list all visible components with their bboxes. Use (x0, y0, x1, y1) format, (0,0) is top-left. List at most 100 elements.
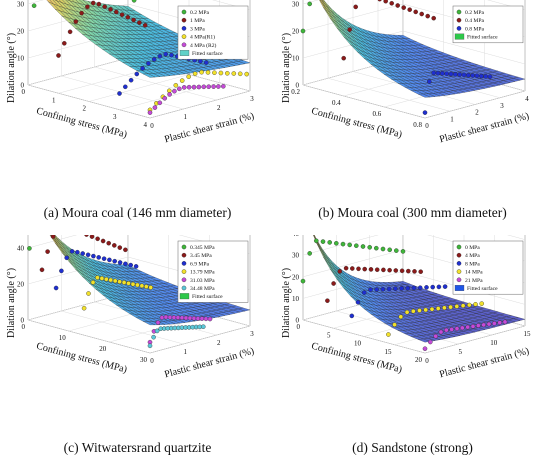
data-point (196, 84, 202, 90)
grid-line-y (61, 235, 184, 345)
x-tick-label: 10 (59, 334, 67, 342)
y-tick-label: 0 (150, 357, 154, 365)
data-point (81, 305, 87, 311)
data-point (387, 267, 392, 273)
data-point (39, 267, 45, 273)
data-point (133, 264, 139, 269)
legend-box (452, 240, 524, 295)
surface-chart-d: 0102030405005101520051015Dilation angle … (281, 235, 532, 380)
data-point (179, 78, 185, 83)
data-point (327, 240, 332, 245)
data-point (112, 243, 117, 248)
z-axis-title: Dilation angle (°) (6, 33, 17, 103)
data-point (479, 73, 484, 79)
data-point (125, 15, 131, 20)
data-point (502, 319, 508, 325)
legend-marker (181, 277, 187, 283)
data-point (433, 333, 438, 339)
series-0-2-mpa (31, 0, 137, 8)
data-point (368, 267, 374, 272)
data-point (152, 105, 158, 110)
x-tick-label: 0 (22, 323, 26, 331)
data-point (167, 315, 173, 320)
data-point (151, 334, 156, 340)
data-point (474, 73, 480, 79)
data-point (199, 69, 204, 75)
data-point (431, 70, 436, 76)
data-point (444, 327, 449, 333)
series-0-8-mpa (422, 70, 493, 115)
data-point (163, 314, 169, 320)
data-point (183, 315, 189, 321)
fitted-surface (319, 0, 526, 98)
y-tick-label: 2 (217, 339, 221, 347)
y-tick-label: 0 (425, 357, 429, 365)
data-point (401, 5, 406, 10)
data-point (212, 70, 217, 75)
data-point (206, 84, 211, 89)
x-tick-label: 0.4 (332, 99, 341, 107)
data-point (104, 276, 109, 282)
data-point (244, 71, 249, 77)
data-point (417, 308, 422, 313)
grid-line-y (94, 235, 217, 336)
data-point (387, 247, 392, 253)
series-0-4-mpa (341, 0, 436, 61)
legend-entry: 4 MPa (465, 253, 480, 259)
data-point (31, 3, 37, 8)
legend: 0.2 MPa 1 MPa 3 MPa 4 MPa(R1)4 MPa (R2)Fitt… (177, 5, 249, 60)
legend-entry: 0.4 MPa (465, 18, 484, 24)
data-point (424, 285, 429, 290)
data-point (442, 305, 447, 311)
data-point (314, 238, 319, 244)
legend-marker (181, 42, 187, 48)
data-point (383, 0, 388, 4)
surface-cell (142, 73, 156, 78)
data-point (135, 282, 140, 288)
data-point (325, 298, 330, 303)
legend-entry: 0.2 MPa (190, 10, 209, 16)
data-point (69, 249, 75, 254)
data-point (90, 280, 96, 285)
legend-marker (181, 269, 187, 274)
data-point (123, 261, 128, 267)
z-tick-label: 20 (292, 28, 300, 36)
data-point (405, 285, 411, 291)
surface-chart-c: 020406001020300123Dilation angle (°)Conf… (6, 235, 255, 380)
data-point (107, 257, 112, 263)
data-point (79, 10, 84, 16)
data-point (128, 77, 134, 83)
data-point (361, 290, 367, 295)
data-point (162, 96, 167, 101)
series-6-9-mpa (53, 249, 139, 291)
y-tick-label: 15 (524, 330, 532, 338)
data-point (172, 88, 177, 94)
data-point (84, 235, 89, 237)
data-point (398, 314, 404, 320)
data-point (353, 4, 358, 10)
legend-marker (456, 244, 462, 250)
data-point (350, 266, 355, 271)
z-tick-label: 20 (17, 281, 25, 289)
data-point (393, 268, 399, 273)
data-point (337, 269, 343, 274)
x-axis-title: Confining stress (MPa) (35, 341, 128, 376)
y-tick-label: 2 (475, 109, 479, 117)
legend-entry: 3.45 MPa (190, 253, 212, 259)
data-point (91, 253, 96, 259)
data-point (85, 4, 90, 10)
data-point (466, 72, 471, 78)
data-point (476, 323, 481, 328)
legend-marker (181, 26, 187, 31)
data-point (140, 66, 145, 71)
data-point (349, 313, 355, 319)
series-21-mpa (422, 319, 508, 351)
data-point (435, 306, 441, 311)
legend-marker (456, 261, 462, 266)
data-point (449, 327, 454, 332)
legend-surface-swatch (454, 285, 465, 291)
data-point (354, 243, 359, 248)
data-point (389, 1, 394, 6)
data-point (406, 268, 411, 274)
